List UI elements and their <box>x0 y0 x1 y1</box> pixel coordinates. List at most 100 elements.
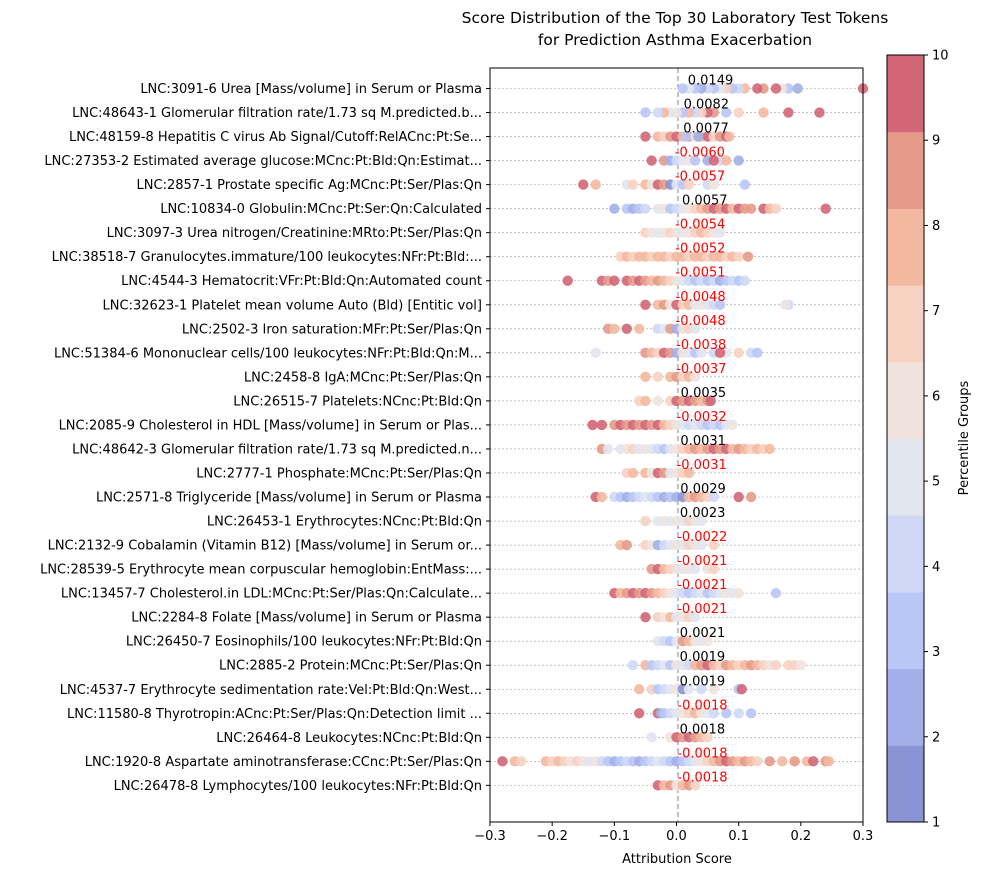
mean-label: -0.0054 <box>675 218 725 233</box>
y-tick-label: LNC:26450-7 Eosinophils/100 leukocytes:N… <box>126 635 482 650</box>
data-point <box>708 684 719 695</box>
data-point <box>736 684 747 695</box>
mean-label: -0.0051 <box>675 266 725 281</box>
colorbar-segment <box>887 438 924 516</box>
colorbar-segment <box>887 55 924 133</box>
data-point <box>652 395 664 407</box>
y-tick-label: LNC:10834-0 Globulin:MCnc:Pt:Ser:Qn:Calc… <box>160 202 482 217</box>
data-point <box>689 371 701 383</box>
colorbar-tick-label: 9 <box>932 134 940 149</box>
x-tick-label: 0.3 <box>853 829 874 844</box>
data-point <box>696 684 707 695</box>
mean-label: -0.0022 <box>677 530 727 545</box>
data-point <box>640 203 651 214</box>
data-point <box>770 203 782 214</box>
data-point <box>733 107 744 118</box>
plot-frame <box>489 67 864 823</box>
data-point <box>627 179 639 190</box>
y-tick-label: LNC:26453-1 Erythrocytes:NCnc:Pt:Bld:Qn <box>207 515 482 530</box>
data-point <box>609 203 620 214</box>
data-point <box>708 179 719 190</box>
y-tick-label: LNC:2502-3 Iron saturation:MFr:Pt:Ser/Pl… <box>182 322 482 337</box>
y-tick-label: LNC:28539-5 Erythrocyte mean corpuscular… <box>40 563 482 578</box>
x-tick-label: −0.3 <box>474 829 506 844</box>
data-point <box>578 179 589 190</box>
data-point <box>640 371 651 383</box>
data-point <box>789 756 800 767</box>
colorbar-tick-label: 10 <box>932 49 949 64</box>
mean-labels: 0.0149 0.0082 0.0077 -0.0060 -0.0057 0.0057 -0… <box>675 74 733 786</box>
data-point <box>745 708 757 719</box>
colorbar-segment <box>887 285 924 363</box>
mean-label: 0.0019 <box>680 674 726 689</box>
y-tick-label: LNC:11580-8 Thyrotropin:ACnc:Pt:Ser/Plas… <box>67 707 482 722</box>
y-tick-label: LNC:2085-9 Cholesterol in HDL [Mass/volu… <box>59 418 482 433</box>
data-point <box>714 299 726 310</box>
x-tick-label: 0.2 <box>790 829 811 844</box>
mean-label: 0.0023 <box>680 506 726 521</box>
y-tick-label: LNC:1920-8 Aspartate aminotransferase:CC… <box>85 755 482 770</box>
data-point <box>602 443 614 455</box>
data-point <box>689 155 701 166</box>
data-point <box>733 491 744 503</box>
colorbar-tick-label: 4 <box>932 560 940 575</box>
data-point <box>693 131 704 142</box>
data-point <box>705 395 716 407</box>
data-point <box>646 732 657 743</box>
data-point <box>708 563 719 575</box>
data-point <box>640 515 651 527</box>
data-point <box>764 443 775 455</box>
data-point <box>721 708 732 719</box>
y-tick-label: LNC:26464-8 Leukocytes:NCnc:Pt:Bld:Qn <box>216 731 482 746</box>
x-ticks: −0.3 −0.2 −0.1 0.0 0.1 0.2 0.3 <box>474 822 873 844</box>
data-point <box>745 491 757 503</box>
data-point <box>646 155 657 166</box>
colorbar-segment <box>887 208 924 286</box>
data-point <box>780 299 791 310</box>
data-point <box>776 756 788 767</box>
mean-label: -0.0057 <box>675 170 725 185</box>
data-point <box>634 323 645 334</box>
data-point <box>696 347 707 359</box>
data-point <box>820 203 831 214</box>
data-point <box>696 539 707 551</box>
mean-label: 0.0029 <box>680 482 726 497</box>
x-tick-label: −0.2 <box>536 829 568 844</box>
chart-title: Score Distribution of the Top 30 Laborat… <box>462 9 889 27</box>
mean-label: -0.0018 <box>677 746 727 761</box>
data-point <box>721 107 732 118</box>
data-point <box>714 347 726 359</box>
mean-label: 0.0077 <box>683 122 729 137</box>
data-point <box>814 107 825 118</box>
colorbar-segment <box>887 131 924 209</box>
mean-label: -0.0032 <box>677 410 727 425</box>
colorbar-segment <box>887 591 924 670</box>
colorbar-segment <box>887 668 924 746</box>
y-tick-label: LNC:48643-1 Glomerular filtration rate/1… <box>72 106 482 121</box>
y-tick-label: LNC:38518-7 Granulocytes.immature/100 le… <box>52 250 482 265</box>
data-point <box>689 563 701 575</box>
data-point <box>609 323 620 334</box>
data-point <box>683 467 695 479</box>
colorbar-tick-label: 2 <box>932 730 940 745</box>
mean-label: 0.0057 <box>682 194 728 209</box>
y-tick-label: LNC:27353-2 Estimated average glucose:MC… <box>44 154 482 169</box>
mean-label: 0.0021 <box>680 626 726 641</box>
data-point <box>621 539 632 551</box>
data-point <box>714 227 726 238</box>
data-point <box>795 660 807 671</box>
data-point <box>640 107 651 118</box>
colorbar-segment <box>887 361 924 439</box>
data-point <box>764 756 775 767</box>
data-point <box>515 756 527 767</box>
mean-label: 0.0031 <box>680 434 726 449</box>
mean-label: -0.0018 <box>677 698 727 713</box>
y-tick-label: LNC:51384-6 Mononuclear cells/100 leukoc… <box>54 346 482 361</box>
data-point <box>680 131 692 142</box>
y-tick-label: LNC:2885-2 Protein:MCnc:Pt:Ser/Plas:Qn <box>219 659 482 674</box>
data-point <box>733 251 744 262</box>
colorbar-tick-label: 6 <box>932 389 940 404</box>
mean-label: -0.0052 <box>675 242 725 257</box>
